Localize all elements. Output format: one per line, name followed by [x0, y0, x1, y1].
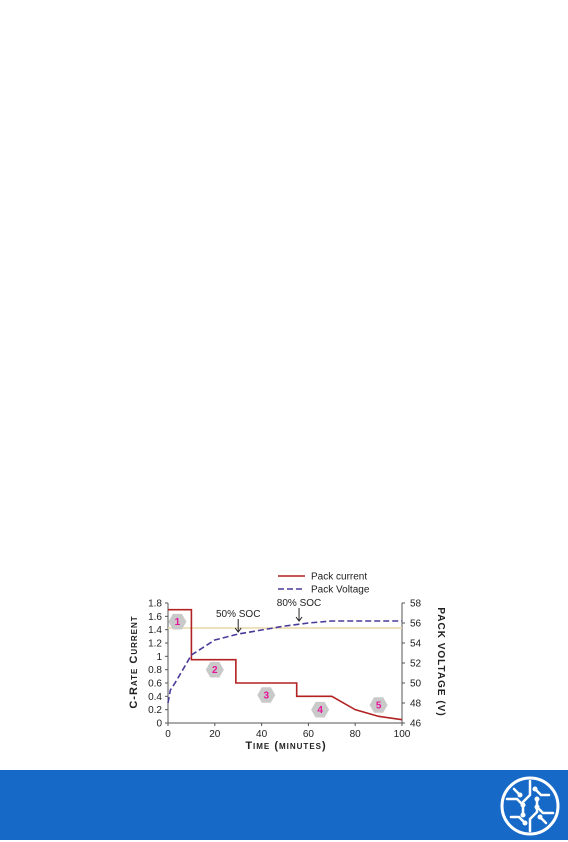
stage-marker-label: 4	[317, 705, 323, 716]
y-tick-label: 1.2	[148, 639, 162, 650]
x-tick-label: 80	[350, 729, 362, 740]
y-tick-label: 1.6	[148, 612, 162, 623]
x-tick-label: 60	[303, 729, 315, 740]
y-tick-label: 0.4	[148, 692, 162, 703]
y2-tick-label: 54	[410, 639, 422, 650]
chart-annotations: 50% SOC 80% SOC	[216, 598, 321, 633]
y-tick-label: 0.8	[148, 665, 162, 676]
soc-arrow-head	[234, 627, 242, 633]
y2-tick-label: 50	[410, 679, 422, 690]
soc-arrow-head	[295, 616, 303, 622]
soc-annotation-label: 50% SOC	[216, 609, 260, 620]
y-tick-label: 0	[156, 719, 162, 730]
y2-tick-label: 58	[410, 599, 422, 610]
x-axis-label: Time (minutes)	[245, 740, 326, 752]
x-tick-label: 40	[256, 729, 268, 740]
pack-current-line	[168, 608, 403, 721]
stage-marker-label: 1	[175, 617, 181, 628]
y-tick-label: 1.4	[148, 625, 162, 636]
stage-marker-hexagon	[311, 701, 330, 718]
chart-legend: Pack current Pack Voltage	[278, 572, 370, 596]
soc-annotation-label: 80% SOC	[277, 598, 321, 609]
chart-axes: 0 20 40 60 80 100 0 0.2 0.4 0.6 0.8 1 1.2 1.4 1.6 1.8 46…	[148, 599, 421, 741]
stage-marker-hexagon	[168, 613, 187, 630]
y-tick-label: 0.2	[148, 705, 162, 716]
footer-bar	[0, 770, 568, 840]
pack-voltage-line	[167, 620, 402, 704]
stage-marker-label: 5	[376, 701, 382, 712]
y-tick-label: 1.8	[148, 599, 162, 610]
x-tick-label: 20	[209, 729, 221, 740]
charging-profile-chart: 0 20 40 60 80 100 0 0.2 0.4 0.6 0.8 1 1.2 1.4 1.6 1.8 46…	[128, 572, 446, 753]
y2-tick-label: 56	[410, 619, 422, 630]
stage-markers: 1 2 3 4 5	[168, 613, 388, 718]
stage-marker-label: 2	[212, 665, 218, 676]
legend-label: Pack current	[311, 572, 367, 583]
stage-marker-label: 3	[263, 691, 269, 702]
stage-marker-hexagon	[205, 661, 224, 678]
x-tick-label: 0	[165, 729, 171, 740]
legend-label: Pack Voltage	[311, 585, 370, 596]
chart-series	[167, 608, 403, 721]
y2-tick-label: 52	[410, 659, 422, 670]
stage-marker-hexagon	[257, 687, 276, 703]
y2-tick-label: 48	[410, 699, 422, 710]
y2-axis-label: Pack Voltage (V)	[435, 607, 446, 716]
y-tick-label: 1	[156, 652, 162, 663]
y-tick-label: 0.6	[148, 679, 162, 690]
y-axis-label: C-Rate Current	[128, 615, 140, 708]
y2-tick-label: 46	[410, 719, 422, 730]
circuit-brain-logo-icon	[499, 775, 561, 837]
stage-marker-hexagon	[369, 697, 388, 713]
x-tick-label: 100	[394, 729, 411, 740]
